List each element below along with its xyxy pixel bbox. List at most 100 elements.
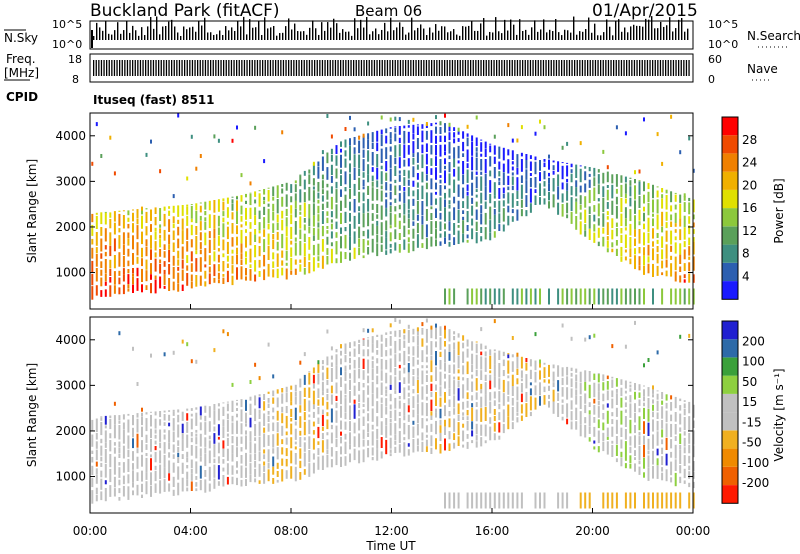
colorbar-tick-label: -15 [742,415,762,429]
range-cell [534,397,537,410]
range-cell [380,334,383,342]
range-cell [245,276,247,281]
range-cell [520,125,523,130]
range-cell [190,432,193,437]
range-cell [249,380,252,384]
freq-bar [548,60,550,76]
range-cell [240,259,243,265]
range-cell [168,264,171,275]
range-cell [579,492,582,509]
range-cell [688,246,691,256]
range-cell [204,453,207,467]
range-cell [217,481,220,486]
range-cell [317,399,320,406]
range-cell [317,448,320,456]
range-cell [245,399,247,411]
range-cell [652,434,654,449]
range-cell [317,417,320,424]
range-cell [317,262,320,268]
range-cell [575,407,578,420]
freq-bar [376,60,378,76]
range-cell [665,453,668,466]
freq-bar [191,60,194,76]
range-cell [389,212,392,225]
range-cell [629,403,632,418]
range-cell [466,421,469,431]
nsky-bar [99,27,101,40]
range-cell [493,416,496,421]
freq-bar [394,60,396,76]
range-cell [195,250,198,255]
freq-bar [347,60,350,76]
range-cell [317,199,320,204]
range-cell [597,400,600,406]
nsky-bar [150,16,152,40]
range-cell [231,453,234,462]
range-cell [263,461,266,466]
range-cell [231,422,234,435]
range-cell [561,387,564,397]
range-cell [389,336,392,346]
range-cell [629,288,632,305]
range-cell [439,326,442,336]
nsky-bar [231,27,233,40]
range-cell [222,440,225,449]
range-cell [453,132,456,138]
range-cell [389,331,392,335]
freq-bar [444,60,446,76]
range-cell [502,208,505,222]
nsky-bar [216,34,218,40]
range-cell [335,232,338,238]
range-cell [453,237,456,245]
range-cell [272,240,275,250]
freq-bar [464,60,467,76]
range-cell [118,415,121,421]
range-cell [349,188,351,199]
range-cell [692,274,695,283]
range-cell [362,383,365,388]
range-cell [358,344,361,355]
range-cell [548,192,550,201]
range-cell [679,405,682,411]
range-cell [665,189,668,194]
range-cell [579,185,582,193]
range-cell [353,127,356,132]
range-cell [303,412,306,421]
range-cell [385,161,388,172]
range-cell [254,215,257,225]
range-cell [525,180,528,194]
range-cell [475,221,478,231]
range-cell [245,221,247,226]
range-cell [159,411,162,418]
range-cell [150,472,152,486]
range-cell [448,374,451,389]
range-cell [421,402,424,416]
nsky-bar [522,30,524,40]
range-cell [349,145,351,161]
range-cell [91,273,94,286]
range-cell [484,227,487,240]
range-cell [412,228,415,239]
range-cell [435,438,437,450]
range-cell [665,437,668,450]
range-cell [439,127,442,134]
freq-bar [477,60,480,76]
range-cell [113,271,116,285]
range-cell [656,132,659,137]
range-cell [104,251,107,257]
range-cell [371,447,374,456]
range-cell [321,150,324,155]
range-cell [430,411,433,416]
range-cell [272,448,275,454]
range-cell [493,422,496,432]
range-cell [462,141,465,152]
range-cell [389,348,392,356]
range-cell [104,273,107,282]
range-cell [570,197,573,211]
range-cell [561,162,564,164]
nsky-bar [264,17,266,40]
range-cell [177,259,180,266]
range-cell [122,475,125,485]
range-cell [127,210,130,216]
range-cell [267,263,270,277]
